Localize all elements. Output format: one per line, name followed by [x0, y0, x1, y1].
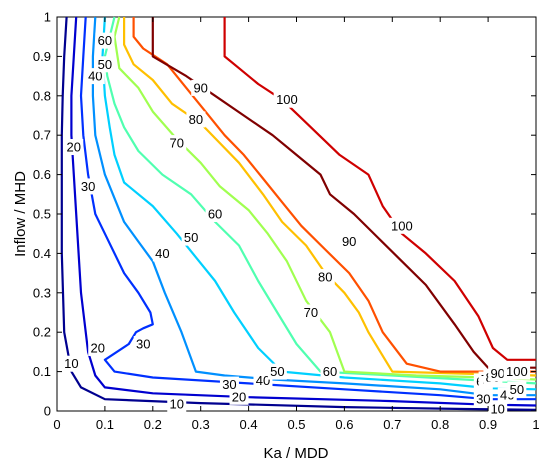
- contour-label-bg: [273, 91, 301, 108]
- contour-label-60: 60: [208, 207, 222, 222]
- contour-label-bg: [473, 391, 493, 408]
- contour-label-20: 20: [232, 389, 246, 404]
- contour-label-100: 100: [276, 92, 298, 107]
- y-tick-label: 0.6: [33, 167, 51, 182]
- x-tick-label: 0.6: [335, 417, 353, 432]
- contour-label-bg: [167, 395, 187, 412]
- y-axis-ticks: 0 0.1 0.2 0.3 0.4 0.5 0.6 0.7 0.8 0.9 1: [33, 10, 536, 419]
- contour-label-bg: [388, 217, 416, 234]
- x-tick-label: 0.1: [96, 417, 114, 432]
- y-tick-label: 0.3: [33, 285, 51, 300]
- contour-label-bg: [133, 336, 153, 353]
- contour-label-70: 70: [170, 136, 184, 151]
- contour-line-20: [70, 16, 537, 407]
- contour-line-40: [91, 16, 536, 397]
- contour-label-bg: [78, 178, 98, 195]
- contour-label-100: 100: [391, 218, 413, 233]
- contour-label-bg: [488, 401, 508, 418]
- contour-label-bg: [64, 139, 84, 156]
- contour-label-80: 80: [189, 112, 203, 127]
- contour-label-bg: [186, 111, 206, 128]
- contour-label-40: 40: [155, 246, 169, 261]
- contour-label-bg: [301, 304, 321, 321]
- contour-label-bg: [253, 372, 273, 389]
- plot-area: [56, 16, 537, 412]
- y-tick-label: 0.4: [33, 246, 51, 261]
- contour-label-30: 30: [136, 337, 150, 352]
- x-tick-label: 0.8: [431, 417, 449, 432]
- contour-line-10: [60, 16, 537, 411]
- contour-label-bg: [507, 381, 527, 398]
- y-tick-label: 0.5: [33, 207, 51, 222]
- contour-label-30: 30: [81, 179, 95, 194]
- contour-line-70: [113, 16, 537, 381]
- x-tick-label: 0.4: [240, 417, 258, 432]
- contour-label-bg: [167, 135, 187, 152]
- contour-label-bg: [503, 363, 531, 380]
- contour-line-30: [79, 16, 536, 401]
- contour-label-70: 70: [304, 305, 318, 320]
- contour-label-30: 30: [476, 392, 490, 407]
- contour-label-10: 10: [64, 356, 78, 371]
- y-axis-label: Inflow / MHD: [12, 171, 29, 257]
- contour-label-bg: [320, 363, 340, 380]
- contour-label-90: 90: [342, 234, 356, 249]
- y-tick-label: 0.7: [33, 128, 51, 143]
- contour-label-bg: [181, 229, 201, 246]
- contour-label-60: 60: [98, 33, 112, 48]
- contour-label-80: 80: [318, 270, 332, 285]
- contour-label-50: 50: [98, 57, 112, 72]
- contour-line-80: [122, 17, 537, 377]
- contour-label-bg: [229, 388, 249, 405]
- contour-label-bg: [339, 233, 359, 250]
- x-tick-label: 0.9: [479, 417, 497, 432]
- contour-label-20: 20: [90, 340, 104, 355]
- x-tick-label: 1: [532, 417, 539, 432]
- contour-label-bg: [95, 32, 115, 49]
- contour-label-50: 50: [184, 230, 198, 245]
- y-tick-label: 0.1: [33, 364, 51, 379]
- contour-label-40: 40: [88, 69, 102, 84]
- x-tick-label: 0: [53, 417, 60, 432]
- x-tick-label: 0.3: [192, 417, 210, 432]
- contour-label-100: 100: [506, 364, 528, 379]
- contour-label-90: 90: [490, 366, 504, 381]
- contour-label-bg: [191, 79, 211, 96]
- contour-label-bg: [267, 363, 287, 380]
- contour-label-30: 30: [222, 377, 236, 392]
- contour-label-50: 50: [510, 382, 524, 397]
- contour-label-bg: [88, 339, 108, 356]
- y-tick-label: 0.9: [33, 49, 51, 64]
- x-axis-label: Ka / MDD: [263, 445, 328, 462]
- contour-label-60: 60: [323, 364, 337, 379]
- contour-label-bg: [95, 56, 115, 73]
- contour-label-10: 10: [490, 402, 504, 417]
- y-tick-label: 1: [44, 10, 51, 25]
- x-tick-label: 0.7: [383, 417, 401, 432]
- contour-label-bg: [205, 206, 225, 222]
- contour-label-bg: [219, 376, 239, 393]
- contour-line-50: [101, 16, 537, 391]
- y-tick-label: 0.8: [33, 88, 51, 103]
- contour-label-90: 90: [193, 80, 207, 95]
- contour-label-50: 50: [270, 364, 284, 379]
- contour-label-10: 10: [170, 396, 184, 411]
- contour-line-100: [223, 17, 536, 361]
- contour-label-bg: [315, 269, 335, 286]
- contour-label-bg: [488, 365, 508, 382]
- contour-label-bg: [61, 355, 81, 372]
- x-axis-ticks: 0 0.1 0.2 0.3 0.4 0.5 0.6 0.7 0.8 0.9 1: [53, 17, 540, 432]
- contour-label-bg: [152, 245, 172, 262]
- contour-label-20: 20: [67, 140, 81, 155]
- x-tick-label: 0.5: [287, 417, 305, 432]
- y-tick-label: 0: [44, 404, 51, 419]
- contour-label-40: 40: [256, 373, 270, 388]
- x-tick-label: 0.2: [144, 417, 162, 432]
- y-tick-label: 0.2: [33, 325, 51, 340]
